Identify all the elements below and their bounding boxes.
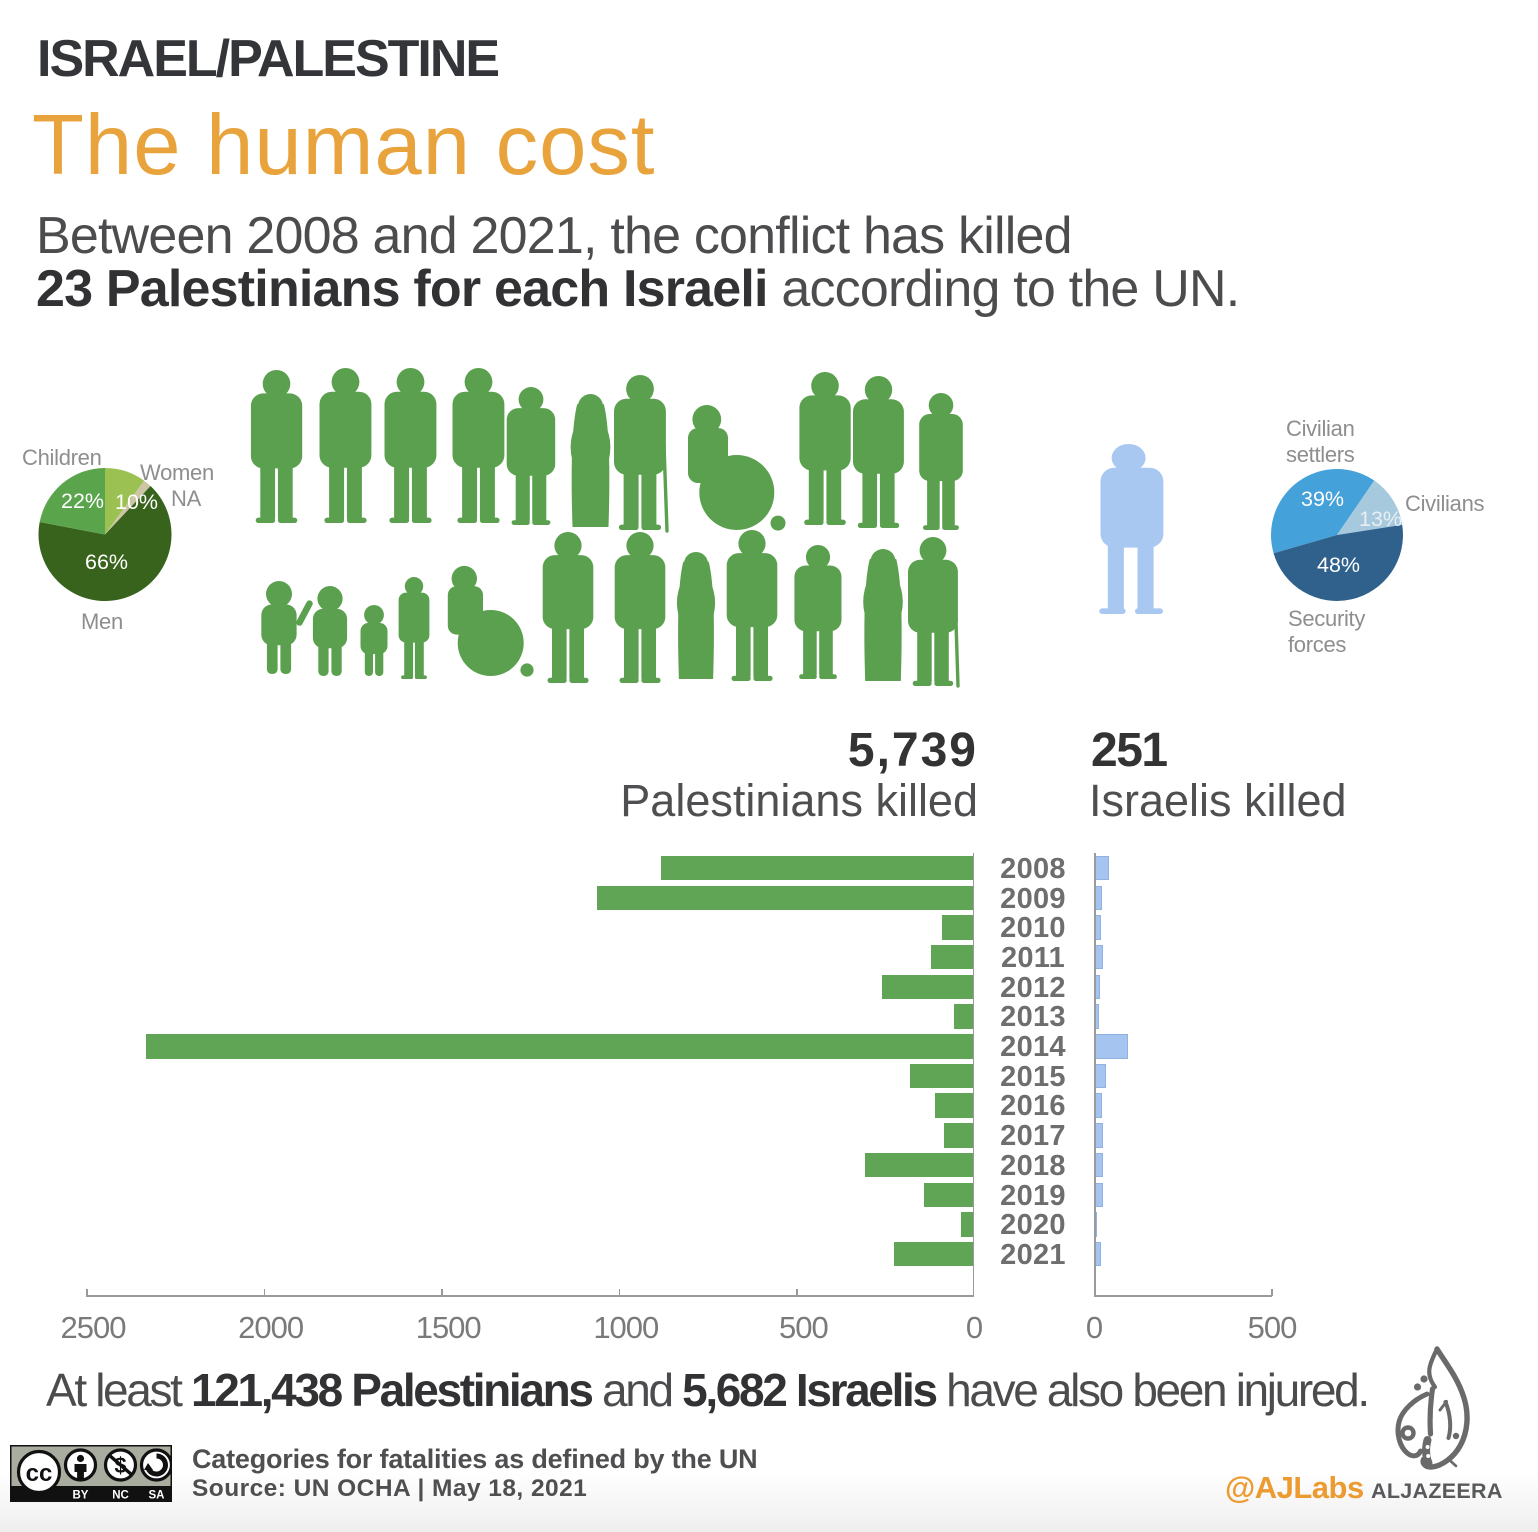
svg-text:cc: cc: [26, 1460, 53, 1487]
svg-text:BY: BY: [73, 1490, 89, 1502]
svg-text:SA: SA: [149, 1490, 165, 1502]
svg-text:NC: NC: [112, 1490, 129, 1502]
